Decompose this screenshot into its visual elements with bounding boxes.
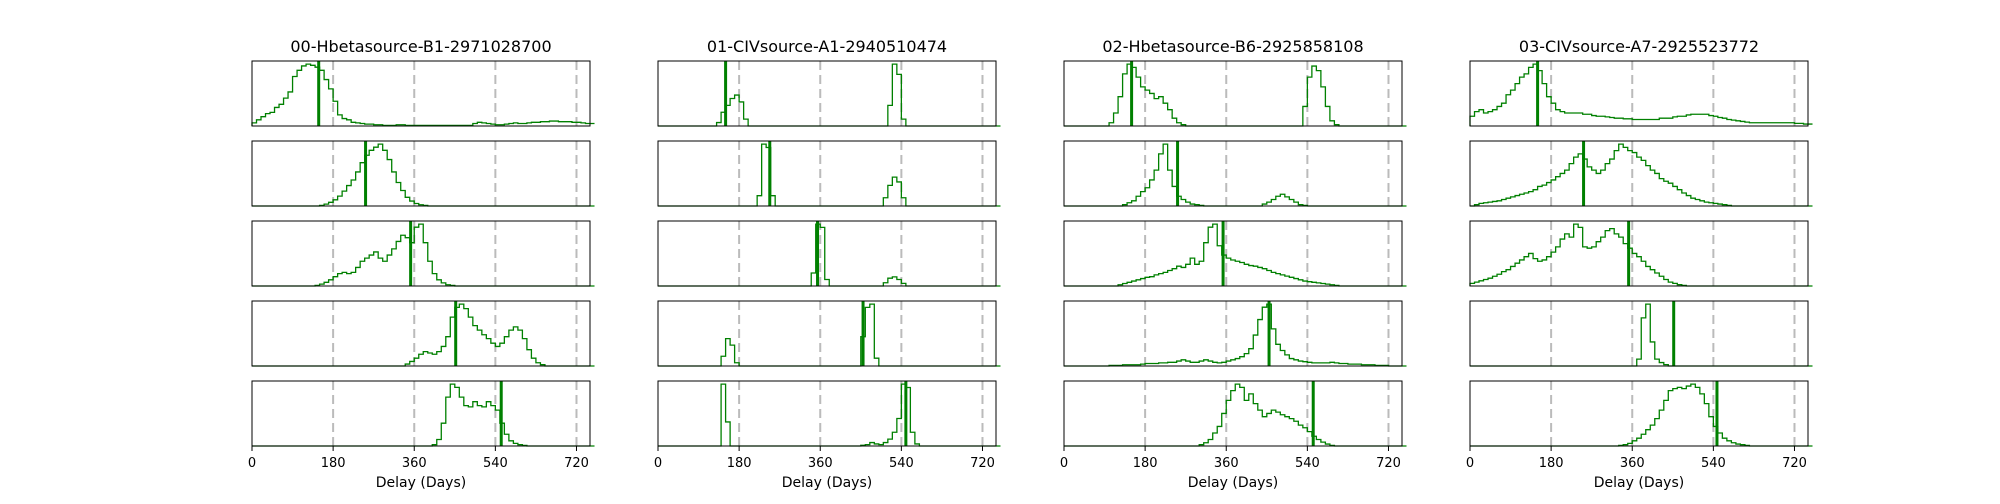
x-tick-label: 180	[727, 456, 752, 471]
histogram-panel-4: 0 180 360 540 720 Delay (Days)	[1466, 380, 1813, 491]
x-tick-label: 180	[1133, 456, 1158, 471]
histogram-panel-1	[657, 140, 1001, 207]
chart-title: 00-Hbetasource-B1-2971028700	[290, 37, 551, 56]
histogram-panel-3	[1063, 300, 1407, 367]
histogram-series	[658, 143, 1001, 207]
panel-frame	[657, 60, 997, 127]
x-tick-label: 180	[321, 456, 346, 471]
panel-frame	[1063, 380, 1403, 447]
x-axis-label: Delay (Days)	[376, 475, 466, 491]
panel-frame	[657, 380, 997, 447]
panel-frame	[1469, 140, 1809, 207]
x-tick-label: 720	[1376, 456, 1401, 471]
histogram-series	[252, 383, 595, 447]
chart-column-3: 03-CIVsource-A7-2925523772 0 180 360 540 720 D…	[1466, 37, 1813, 491]
x-tick-label: 360	[1620, 456, 1645, 471]
histogram-series	[1470, 383, 1813, 447]
histogram-series	[1469, 223, 1813, 287]
x-tick-label: 360	[1214, 456, 1239, 471]
histogram-series	[1064, 303, 1407, 367]
histogram-panel-4: 0 180 360 540 720 Delay (Days)	[1060, 380, 1407, 491]
x-tick-label: 540	[1701, 456, 1726, 471]
x-tick-label: 0	[1060, 456, 1068, 471]
panel-frame	[1063, 60, 1403, 127]
x-tick-label: 0	[1466, 456, 1474, 471]
x-tick-label: 540	[483, 456, 508, 471]
x-tick-label: 540	[889, 456, 914, 471]
histogram-panel-4: 0 180 360 540 720 Delay (Days)	[654, 380, 1001, 491]
histogram-series	[1470, 143, 1813, 207]
panel-frame	[251, 380, 591, 447]
chart-column-2: 02-Hbetasource-B6-2925858108 0 180 360 540 72…	[1060, 37, 1407, 491]
x-tick-label: 540	[1295, 456, 1320, 471]
histogram-panel-2	[657, 220, 1001, 287]
histogram-panel-4: 0 180 360 540 720 Delay (Days)	[248, 380, 595, 491]
x-tick-label: 720	[970, 456, 995, 471]
panel-frame	[251, 220, 591, 287]
x-tick-label: 720	[564, 456, 589, 471]
histogram-panel-0	[251, 60, 595, 127]
histogram-panel-3	[657, 300, 1001, 367]
histogram-panel-3	[1469, 300, 1813, 367]
x-tick-label: 360	[402, 456, 427, 471]
x-tick-label: 720	[1782, 456, 1807, 471]
panel-frame	[657, 140, 997, 207]
histogram-series	[1470, 303, 1813, 367]
histogram-panel-1	[1469, 140, 1813, 207]
histogram-panel-2	[251, 220, 595, 287]
x-tick-label: 0	[248, 456, 256, 471]
x-axis-label: Delay (Days)	[1188, 475, 1278, 491]
panel-frame	[1063, 140, 1403, 207]
panel-frame	[1469, 60, 1809, 127]
histogram-panel-1	[251, 140, 595, 207]
panel-frame	[1469, 220, 1809, 287]
panel-frame	[251, 300, 591, 367]
panel-frame	[1063, 300, 1403, 367]
histogram-panel-3	[251, 300, 595, 367]
histogram-series	[251, 63, 595, 127]
histogram-series	[1469, 63, 1813, 126]
histogram-series	[658, 63, 1001, 127]
histogram-series	[252, 143, 595, 207]
chart-title: 03-CIVsource-A7-2925523772	[1519, 37, 1759, 56]
chart-column-1: 01-CIVsource-A1-2940510474 0 180 360 540 720 D…	[654, 37, 1001, 491]
x-axis-label: Delay (Days)	[1594, 475, 1684, 491]
panel-frame	[1469, 380, 1809, 447]
panel-frame	[251, 140, 591, 207]
histogram-series	[658, 223, 1001, 287]
chart-title: 02-Hbetasource-B6-2925858108	[1102, 37, 1363, 56]
histogram-panel-0	[1063, 60, 1407, 127]
histogram-series	[252, 303, 595, 367]
chart-title: 01-CIVsource-A1-2940510474	[707, 37, 947, 56]
histogram-panel-0	[657, 60, 1001, 127]
x-tick-label: 180	[1539, 456, 1564, 471]
histogram-panel-1	[1063, 140, 1407, 207]
x-tick-label: 360	[808, 456, 833, 471]
panel-frame	[657, 220, 997, 287]
x-axis-label: Delay (Days)	[782, 475, 872, 491]
histogram-series	[1064, 223, 1407, 287]
x-tick-label: 0	[654, 456, 662, 471]
panel-frame	[1063, 220, 1403, 287]
histogram-series	[658, 383, 1001, 447]
histogram-series	[1064, 383, 1407, 447]
histogram-panel-0	[1469, 60, 1813, 127]
histogram-series	[1064, 143, 1407, 207]
histogram-series	[658, 303, 1001, 367]
histogram-panel-2	[1063, 220, 1407, 287]
panel-frame	[1469, 300, 1809, 367]
histogram-series	[252, 223, 595, 287]
histogram-series	[1064, 63, 1407, 127]
chart-column-0: 00-Hbetasource-B1-2971028700 0 180 360 540 72…	[248, 37, 595, 491]
panel-frame	[657, 300, 997, 367]
histogram-panel-2	[1469, 220, 1813, 287]
panel-frame	[251, 60, 591, 127]
